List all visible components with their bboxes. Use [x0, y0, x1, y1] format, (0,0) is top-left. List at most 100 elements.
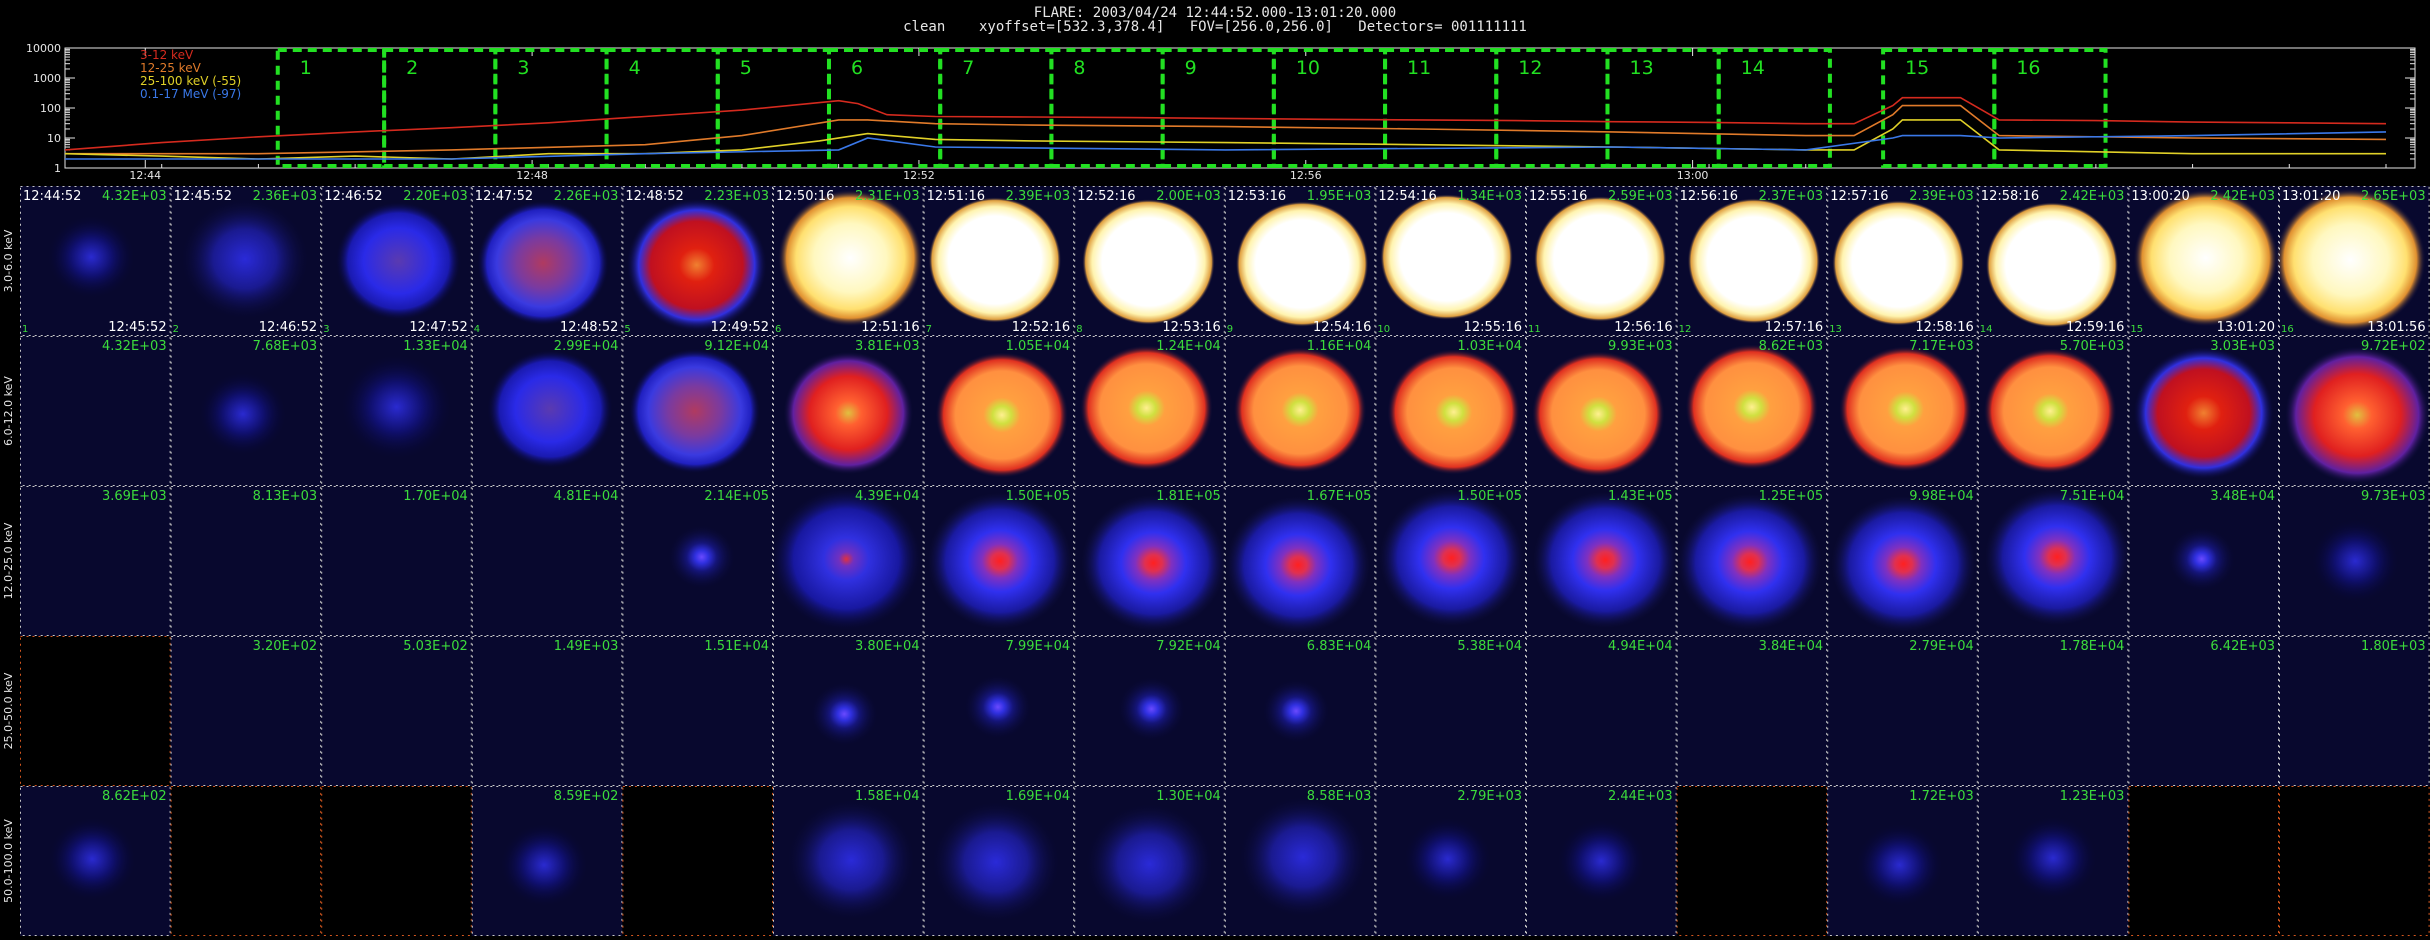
source-emission	[778, 189, 923, 327]
time-interval-number: 1	[300, 57, 312, 79]
tile-peak-value: 4.32E+03	[102, 189, 167, 204]
time-interval-box	[604, 48, 720, 168]
tile-peak-value: 1.67E+05	[1307, 489, 1372, 504]
tile-border	[2279, 186, 2430, 336]
image-tile	[1827, 636, 1978, 786]
source-emission	[2132, 346, 2275, 480]
tile-peak-value: 2.44E+03	[1608, 789, 1673, 804]
series-line	[64, 96, 2387, 151]
time-interval-number: 11	[1407, 57, 1431, 79]
tile-border	[923, 786, 1075, 936]
tile-peak-value: 1.50E+05	[1457, 489, 1522, 504]
tile-peak-value: 9.72E+02	[2361, 339, 2426, 354]
tile-start-time: 12:55:16	[1529, 189, 1587, 204]
series-line	[64, 119, 2386, 160]
tile-peak-value: 8.62E+02	[102, 789, 167, 804]
tile-border	[1375, 636, 1527, 786]
source-emission	[1118, 677, 1185, 741]
tile-start-time: 12:57:16	[1830, 189, 1888, 204]
tile-index: 7	[926, 324, 932, 335]
tile-peak-value: 1.23E+03	[2060, 789, 2125, 804]
tile-border	[1074, 636, 1225, 786]
tile-border	[2128, 486, 2279, 636]
image-tile	[622, 636, 773, 786]
image-tile	[2279, 786, 2430, 936]
time-interval-box	[1716, 48, 1832, 168]
tile-peak-value: 2.36E+03	[253, 189, 318, 204]
tile-end-time: 12:49:52	[711, 320, 769, 335]
tile-border	[1375, 786, 1527, 936]
image-tile	[622, 786, 773, 936]
legend-entry: 25-100 keV (-55)	[140, 74, 241, 88]
tile-peak-value: 7.99E+04	[1006, 639, 1071, 654]
tile-start-time: 12:46:52	[324, 189, 382, 204]
tile-peak-value: 4.81E+04	[554, 489, 619, 504]
tile-peak-value: 1.33E+04	[403, 339, 468, 354]
tile-end-time: 13:01:20	[2217, 320, 2275, 335]
source-emission	[932, 802, 1060, 922]
tile-peak-value: 1.34E+03	[1457, 189, 1522, 204]
tile-border	[170, 636, 322, 786]
source-emission	[927, 492, 1073, 630]
tile-index: 5	[624, 324, 630, 335]
source-emission	[783, 351, 914, 475]
time-interval-number: 9	[1185, 57, 1197, 79]
tile-index: 12	[1679, 324, 1692, 335]
tile-border	[471, 336, 623, 486]
tile-peak-value: 2.31E+03	[855, 189, 920, 204]
tile-peak-value: 4.94E+04	[1608, 639, 1673, 654]
source-emission	[1239, 797, 1367, 917]
legend-entry: 0.1-17 MeV (-97)	[140, 87, 241, 101]
tile-peak-value: 8.13E+03	[253, 489, 318, 504]
tile-peak-value: 2.99E+04	[554, 339, 619, 354]
tile-border	[1827, 486, 1978, 636]
source-emission	[1262, 679, 1330, 743]
source-emission	[935, 352, 1069, 478]
tile-border	[2279, 336, 2430, 486]
tile-peak-value: 3.48E+04	[2210, 489, 2275, 504]
source-emission	[47, 816, 138, 902]
energy-band-label: 25.0-50.0 keV	[2, 672, 15, 749]
source-emission	[2168, 527, 2235, 591]
tile-border	[773, 336, 924, 486]
tile-index: 9	[1227, 324, 1233, 335]
source-emission	[1532, 351, 1665, 477]
y-tick-label: 1000	[33, 72, 61, 85]
tile-peak-value: 1.30E+04	[1156, 789, 1221, 804]
tile-peak-value: 1.78E+04	[2060, 639, 2125, 654]
tile-border	[2279, 636, 2430, 786]
tile-border	[1977, 786, 2129, 936]
source-emission	[2007, 815, 2099, 901]
tile-border	[1224, 486, 1376, 636]
tile-index: 2	[173, 324, 179, 335]
tile-index: 15	[2130, 324, 2143, 335]
y-tick-label: 10	[47, 132, 61, 145]
legend-entry: 3-12 keV	[140, 48, 194, 62]
tile-start-time: 12:53:16	[1228, 189, 1286, 204]
tile-end-time: 12:58:16	[1915, 320, 1973, 335]
tile-peak-value: 1.51E+04	[704, 639, 769, 654]
tile-peak-value: 2.37E+03	[1759, 189, 1824, 204]
tile-index: 16	[2281, 324, 2294, 335]
tile-peak-value: 1.16E+04	[1307, 339, 1372, 354]
source-emission	[788, 800, 915, 920]
tile-border	[1676, 786, 1828, 936]
tile-peak-value: 2.23E+03	[704, 189, 769, 204]
source-emission	[335, 201, 462, 321]
tile-peak-value: 9.93E+03	[1608, 339, 1673, 354]
image-tile	[471, 486, 623, 636]
series-line	[65, 104, 2387, 155]
tile-border	[1224, 636, 1376, 786]
source-emission	[1687, 198, 1821, 324]
source-emission	[1534, 196, 1667, 322]
tile-peak-value: 1.69E+04	[1006, 789, 1071, 804]
tile-border	[923, 336, 1075, 486]
tile-start-time: 12:44:52	[23, 189, 81, 204]
tile-border	[321, 636, 472, 786]
tile-peak-value: 7.51E+04	[2060, 489, 2125, 504]
image-tile	[1977, 636, 2129, 786]
series-line	[65, 131, 2387, 160]
tile-border	[1526, 636, 1677, 786]
tile-border	[1074, 486, 1225, 636]
source-emission	[1854, 822, 1945, 908]
